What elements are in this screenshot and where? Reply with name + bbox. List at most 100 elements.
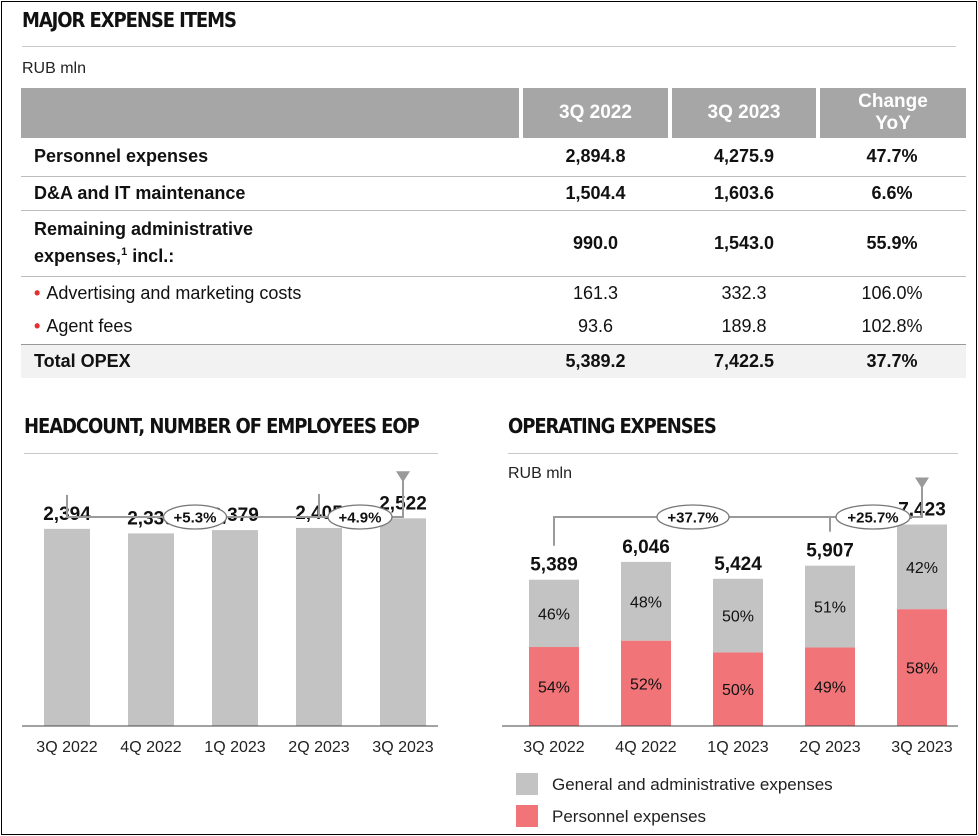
headcount-growth-annotation-label: +5.3% (174, 510, 217, 527)
opex-total-label: 6,046 (622, 537, 670, 558)
header-change-yoy-text: Change YoY (858, 91, 928, 134)
opex-personnel-share-label: 50% (722, 682, 754, 699)
row-label: D&A and IT maintenance (21, 176, 521, 211)
cell-3q2022: 93.6 (577, 316, 614, 337)
row-label-line1: Remaining administrative (34, 219, 254, 239)
headcount-growth-annotation-arrowhead (396, 471, 410, 483)
opex-bar-general-admin (529, 579, 579, 648)
headcount-yoy-badge (327, 504, 393, 530)
cell-3q2023: 332.3 (721, 282, 767, 303)
headcount-title-rule (24, 453, 438, 454)
header-3q2022: 3Q 2022 (519, 88, 670, 138)
cell-yoy: 102.8% (861, 316, 923, 337)
opex-chart: 54% 46% 5,389 3Q 2022 52% 48% 6,046 4Q 2022 50% 5… (502, 477, 958, 827)
headcount-growth-annotation-line (66, 473, 404, 518)
expense-table-unit: RUB mln (22, 60, 87, 77)
table-header-row: 3Q 2022 3Q 2023 Change YoY (21, 88, 966, 138)
cell-yoy: 37.7% (818, 343, 966, 378)
headcount-bar (380, 518, 426, 726)
opex-ga-share-label: 46% (538, 606, 570, 623)
headcount-tick-label: 3Q 2022 (36, 739, 97, 756)
footnote-marker: 1 (121, 246, 128, 258)
headcount-yoy-label: +4.9% (339, 510, 382, 527)
header-blank-cell (21, 88, 521, 138)
opex-ga-share-label: 42% (906, 560, 938, 577)
headcount-tick-label: 2Q 2023 (288, 739, 349, 756)
headcount-bar (296, 527, 342, 726)
opex-personnel-share-label: 52% (630, 676, 662, 693)
cell-3q2023: 1,603.6 (670, 176, 818, 211)
opex-chart-title: OPERATING EXPENSES (508, 414, 717, 438)
opex-legend-label: General and administrative expenses (552, 775, 833, 794)
row-label-line2: expenses, (34, 246, 122, 266)
opex-tick-label: 4Q 2022 (615, 739, 676, 756)
cell-3q2022: 1,504.4 (521, 176, 670, 211)
opex-total-label: 5,907 (806, 541, 854, 562)
bullet-icon: • (34, 316, 41, 337)
row-label: Total OPEX (21, 343, 521, 378)
bullet-icon: • (34, 282, 41, 303)
opex-personnel-share-label: 49% (814, 680, 846, 697)
headcount-bar (44, 528, 90, 726)
expense-table-title: MAJOR EXPENSE ITEMS (22, 8, 237, 32)
row-label-text: Advertising and marketing costs (46, 282, 302, 303)
row-label: Personnel expenses (21, 138, 521, 177)
opex-legend-swatch (516, 805, 538, 827)
cell-3q2022: 2,894.8 (521, 138, 670, 177)
cell-3q2023: 4,275.9 (670, 138, 818, 177)
headcount-growth-annotation-badge (162, 504, 228, 530)
headcount-tick-label: 1Q 2023 (204, 739, 265, 756)
opex-bar-general-admin (897, 524, 947, 610)
row-label-suffix: incl.: (127, 246, 175, 266)
opex-total-label: 5,424 (714, 554, 762, 575)
opex-ga-share-label: 50% (722, 609, 754, 626)
opex-tick-label: 2Q 2023 (799, 739, 860, 756)
row-label: • Advertising and marketing costs (21, 276, 521, 310)
opex-total-label: 5,389 (530, 555, 578, 576)
opex-bar-general-admin (805, 565, 855, 648)
header-3q2023: 3Q 2023 (668, 88, 818, 138)
cell-3q2022: 5,389.2 (521, 343, 670, 378)
headcount-chart-title: HEADCOUNT, NUMBER OF EMPLOYEES EOP (24, 414, 420, 438)
opex-legend-label: Personnel expenses (552, 807, 706, 826)
opex-growth-annotation-label: +37.7% (667, 510, 718, 527)
opex-personnel-share-label: 54% (538, 680, 570, 697)
opex-bar-general-admin (621, 561, 671, 641)
table-row-total-opex: Total OPEX 5,389.2 7,422.5 37.7% (21, 343, 966, 378)
headcount-tick-label: 4Q 2022 (120, 739, 181, 756)
table-row-remaining-admin: Remaining administrative expenses,1 incl.… (21, 210, 966, 277)
opex-bar-personnel (805, 647, 855, 726)
cell-yoy: 55.9% (818, 210, 966, 277)
opex-tick-label: 1Q 2023 (707, 739, 768, 756)
opex-growth-annotation-badge (656, 504, 730, 530)
opex-legend-swatch (516, 773, 538, 795)
opex-yoy-badge (835, 504, 911, 530)
expense-table: 3Q 2022 3Q 2023 Change YoY Personnel exp… (21, 88, 966, 378)
title-rule (22, 46, 956, 47)
opex-bar-general-admin (713, 578, 763, 653)
row-label: Remaining administrative expenses,1 incl.… (21, 210, 521, 277)
row-label: • Agent fees (21, 310, 521, 344)
cell-3q2023: 1,543.0 (670, 210, 818, 277)
opex-chart-unit: RUB mln (508, 465, 573, 482)
opex-bar-personnel (897, 609, 947, 726)
opex-tick-label: 3Q 2023 (891, 739, 952, 756)
cell-yoy: 47.7% (818, 138, 966, 177)
cell-yoy: 106.0% (861, 282, 923, 303)
cell-3q2022: 161.3 (572, 282, 619, 303)
opex-ga-share-label: 48% (630, 594, 662, 611)
opex-bar-personnel (621, 640, 671, 726)
opex-bar-personnel (713, 652, 763, 726)
opex-title-rule (508, 453, 958, 454)
headcount-value-label: 2,339 (127, 508, 175, 529)
table-row-da-it: D&A and IT maintenance 1,504.4 1,603.6 6… (21, 176, 966, 211)
table-row-advertising: • Advertising and marketing costs 161.3 3… (21, 276, 966, 310)
table-row-personnel: Personnel expenses 2,894.8 4,275.9 47.7% (21, 138, 966, 177)
header-change-yoy: Change YoY (816, 88, 966, 138)
headcount-bar (212, 530, 258, 726)
opex-tick-label: 3Q 2022 (523, 739, 584, 756)
opex-ga-share-label: 51% (814, 600, 846, 617)
headcount-bar (128, 533, 174, 726)
headcount-tick-label: 3Q 2023 (372, 739, 433, 756)
